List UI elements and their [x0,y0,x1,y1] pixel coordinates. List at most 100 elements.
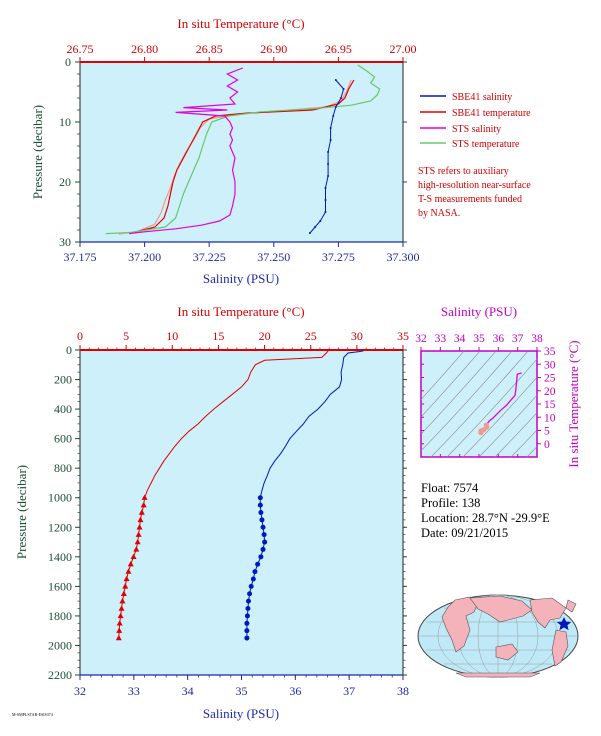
profile-number: Profile: 138 [421,496,480,510]
bottom-temperature-marker [118,605,125,611]
bottom-temperature-marker [138,509,145,515]
bottom-pressure-tick-label: 200 [54,373,72,387]
bottom-salinity-marker [250,576,256,582]
bottom-salinity-marker [244,613,250,619]
top-series-line [129,67,244,235]
bottom-pressure-tick-label: 1200 [48,520,72,534]
top-sal-tick-label: 37.225 [193,250,226,264]
map-australia [495,643,519,661]
top-legend: SBE41 salinity SBE41 temperature STS sal… [420,92,531,150]
ts-density-contour [421,351,481,418]
ts-density-contour [446,358,537,457]
bottom-temp-axis-label: In situ Temperature (°C) [177,304,304,319]
bottom-temp-tick-label: 20 [259,329,271,343]
top-sal-tick-label: 37.250 [257,250,290,264]
bottom-pressure-tick-label: 400 [54,402,72,416]
map-greenland [565,599,577,613]
bottom-salinity-marker [260,524,266,530]
bottom-temperature-marker [136,524,143,530]
ts-density-contour [526,446,537,457]
ts-sal-axis-label: Salinity (PSU) [441,304,517,319]
top-sbe41-salinity-point [342,88,345,90]
bottom-pressure-tick-label: 1800 [48,609,72,623]
bottom-salinity-marker [262,539,268,545]
legend-label-sts-salinity: STS salinity [452,124,501,135]
ts-temp-axis-label: In situ Temperature (°C) [566,340,581,467]
bottom-sal-tick-label: 34 [182,684,194,698]
ts-temp-tick-label: 25 [544,373,556,385]
bottom-salinity-marker [244,628,250,634]
top-sal-tick-label: 37.300 [387,250,420,264]
ts-density-contour [421,351,513,452]
map-south-america [551,629,569,667]
top-sbe41-salinity-point [329,139,332,141]
ts-sal-tick-label: 34 [454,333,466,345]
sts-note-line-3: T-S measurements funded [418,194,522,205]
top-temp-tick-label: 26.90 [260,42,287,56]
bottom-sal-tick-label: 37 [343,684,355,698]
ts-temp-tick-label: 35 [544,346,556,358]
top-sbe41-salinity-point [339,97,342,99]
top-pressure-tick-label: 20 [59,175,71,189]
top-sbe41-salinity-point [324,199,327,201]
sts-note-line-2: high-resolution near-surface [418,180,531,191]
bottom-temperature-marker [141,494,148,500]
bottom-pressure-tick-label: 0 [66,343,72,357]
bottom-temp-tick-label: 35 [397,329,409,343]
bottom-sal-tick-label: 35 [236,684,248,698]
bottom-tick-group: 0 5 10 15 20 25 30 35 32 33 34 35 36 37 38 0 200 400 600 80… [48,329,409,698]
bottom-salinity-marker [244,635,250,641]
bottom-pressure-tick-label: 800 [54,461,72,475]
top-series-group [105,64,381,235]
top-series-line [131,79,355,234]
legend-label-sts-temperature: STS temperature [452,139,520,150]
bottom-chart: 0 5 10 15 20 25 30 35 32 33 34 35 36 37 38 0 200 400 600 80… [12,304,409,721]
top-plot-area [79,61,404,243]
bottom-salinity-marker [258,510,264,515]
ts-density-contour [462,376,537,457]
float-info-block: Float: 7574 Profile: 138 Location: 28.7°… [421,481,550,540]
world-map [417,594,579,678]
top-chart: 26.75 26.80 26.85 26.90 26.95 27.00 37.175 37.2… [30,16,531,286]
bottom-temp-tick-label: 30 [351,329,363,343]
top-pressure-tick-label: 0 [65,55,71,69]
ts-density-contour [494,412,537,457]
bottom-sal-axis-label: Salinity (PSU) [203,706,279,721]
top-sbe41-salinity-point [334,79,337,81]
ts-sal-tick-label: 37 [512,333,524,345]
sts-note: STS refers to auxiliary high-resolution … [418,166,531,219]
top-sbe41-salinity-point [324,187,327,189]
bottom-salinity-marker [248,583,254,589]
ts-temp-tick-label: 10 [544,412,556,424]
bottom-temperature-marker [122,583,129,589]
bottom-temp-tick-label: 15 [212,329,224,343]
top-pressure-tick-label: 10 [59,115,71,129]
top-temp-tick-label: 26.85 [196,42,223,56]
top-sbe41-salinity-point [314,226,317,228]
sts-note-line-4: by NASA. [418,208,460,219]
bottom-series-group [115,350,364,641]
sts-note-line-1: STS refers to auxiliary [418,166,509,177]
bottom-temperature-marker [116,620,123,626]
bottom-temperature-marker [125,568,132,574]
ts-temp-tick-label: 5 [544,426,550,438]
ts-sal-tick-label: 35 [473,333,485,345]
bottom-salinity-marker [245,606,251,612]
location: Location: 28.7°N -29.9°E [421,511,550,525]
bottom-temperature-marker [133,546,140,552]
ts-sal-tick-label: 32 [415,333,427,345]
bottom-temperature-marker [120,590,127,596]
top-sbe41-salinity-point [332,115,335,117]
top-temp-tick-label: 26.95 [325,42,352,56]
top-sal-tick-label: 37.175 [64,250,97,264]
bottom-temperature-marker [130,553,137,560]
bottom-temp-tick-label: 10 [166,329,178,343]
ts-deep-point [483,422,489,428]
ts-density-contour [421,351,497,435]
bottom-sal-tick-label: 32 [74,684,86,698]
float-location-marker [556,617,572,631]
top-sbe41-salinity-point [327,151,330,153]
bottom-plot-area [79,349,404,676]
top-temp-tick-label: 26.80 [131,42,158,56]
